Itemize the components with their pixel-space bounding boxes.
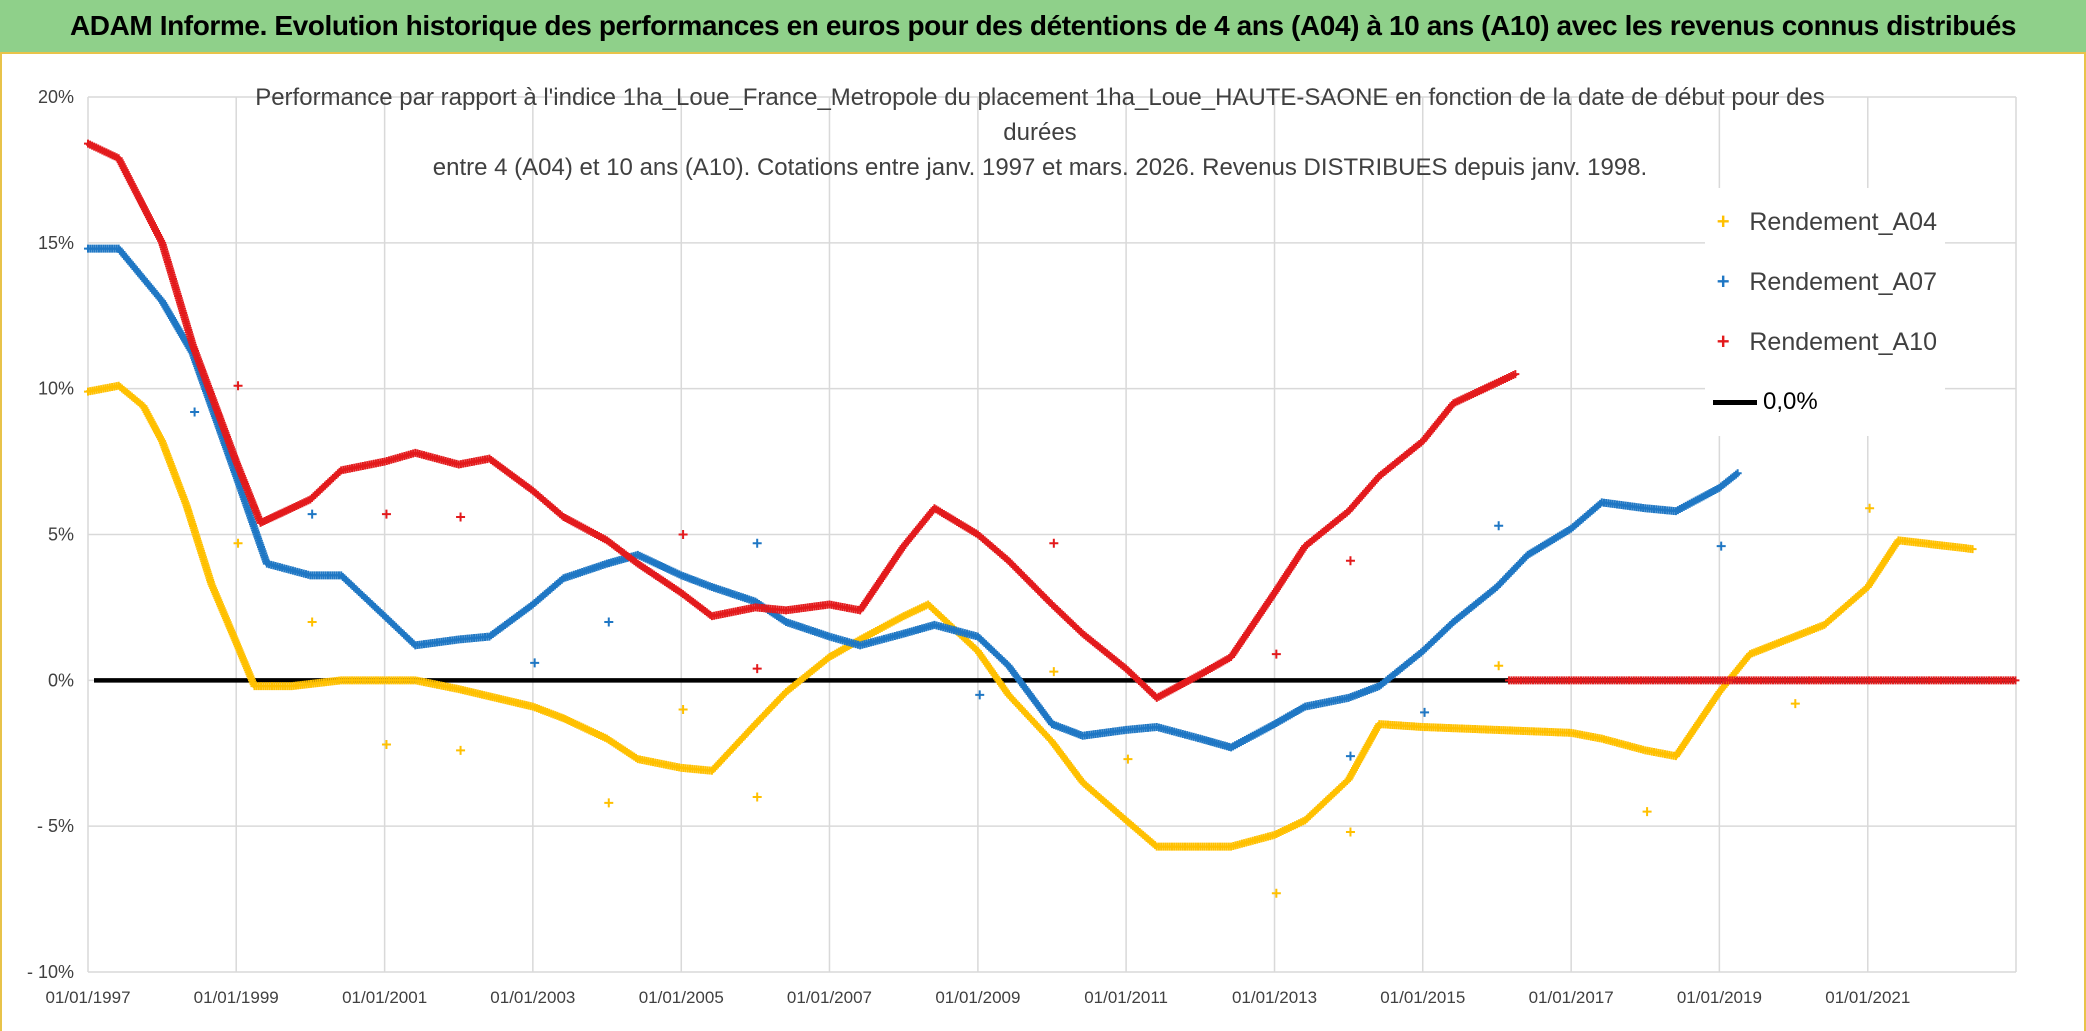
- outlier-point: [678, 530, 688, 539]
- x-tick-label: 01/01/1997: [45, 988, 130, 1007]
- x-tick-label: 01/01/2015: [1380, 988, 1465, 1007]
- legend-item-zero: 0,0%: [1713, 372, 1937, 432]
- x-tick-label: 01/01/2007: [787, 988, 872, 1007]
- x-axis: 01/01/1997 01/01/1999 01/01/2001 01/01/2003…: [45, 988, 1910, 1007]
- outlier-point: [381, 509, 391, 519]
- outlier-point: [307, 509, 317, 519]
- outlier-point: [1345, 751, 1355, 761]
- y-tick-label: 10%: [38, 379, 74, 399]
- outlier-point: [1642, 807, 1652, 817]
- x-tick-label: 01/01/2005: [639, 988, 724, 1007]
- legend-marker-a04: +: [1716, 209, 1730, 234]
- outlier-point: [233, 538, 243, 548]
- data-point: [1731, 470, 1740, 479]
- x-tick-label: 01/01/2009: [935, 988, 1020, 1007]
- chart-title-line-1: Performance par rapport à l'indice 1ha_L…: [255, 84, 1825, 111]
- x-tick-label: 01/01/2019: [1677, 988, 1762, 1007]
- outlier-point: [1345, 556, 1355, 566]
- outlier-point: [1494, 521, 1504, 531]
- legend-label-zero: 0,0%: [1763, 388, 1818, 415]
- x-tick-label: 01/01/2003: [490, 988, 575, 1007]
- chart-title: Performance par rapport à l'indice 1ha_L…: [180, 80, 1900, 185]
- outlier-point: [1716, 541, 1726, 551]
- legend-label-a04: Rendement_A04: [1749, 207, 1937, 236]
- chart-frame: [0, 54, 2086, 1031]
- outlier-point: [1123, 754, 1133, 764]
- outlier-point: [1865, 503, 1875, 513]
- report-banner: ADAM Informe. Evolution historique des p…: [0, 0, 2086, 54]
- y-axis: 20% 15% 10% 5% 0% - 5% - 10%: [27, 87, 74, 982]
- report-title: ADAM Informe. Evolution historique des p…: [69, 10, 2017, 41]
- legend-line-zero: [1713, 399, 1757, 405]
- legend-marker-a10: +: [1716, 329, 1730, 354]
- y-tick-label: - 5%: [37, 816, 74, 836]
- outlier-point: [1049, 667, 1059, 677]
- outlier-point: [530, 658, 540, 668]
- series-Rendement_A10: [84, 139, 2020, 702]
- outlier-point: [1271, 649, 1281, 659]
- data-point: [1733, 469, 1742, 478]
- chart-legend: + Rendement_A04 + Rendement_A07 + Rendem…: [1705, 188, 1945, 436]
- series-Rendement_A04: [84, 381, 1977, 898]
- outlier-point: [381, 740, 391, 749]
- legend-item-a07: + Rendement_A07: [1713, 252, 1937, 312]
- outlier-point: [456, 512, 466, 522]
- outlier-point: [678, 705, 688, 714]
- outlier-point: [1494, 661, 1504, 671]
- data-point: [1511, 370, 1520, 379]
- outlier-point: [233, 381, 243, 391]
- x-tick-label: 01/01/2021: [1825, 988, 1910, 1007]
- outlier-point: [1271, 888, 1281, 898]
- y-tick-label: 20%: [38, 87, 74, 107]
- outlier-point: [752, 664, 762, 674]
- outlier-point: [1790, 699, 1800, 709]
- y-tick-label: 5%: [48, 525, 74, 545]
- x-tick-label: 01/01/2001: [342, 988, 427, 1007]
- outlier-point: [604, 617, 614, 627]
- outlier-point: [604, 798, 614, 808]
- chart-title-line-2: durées: [1003, 119, 1077, 146]
- y-tick-label: - 10%: [27, 962, 74, 982]
- legend-item-a10: + Rendement_A10: [1713, 312, 1937, 372]
- legend-marker-a07: +: [1716, 269, 1730, 294]
- data-point: [1968, 545, 1977, 554]
- y-tick-label: 0%: [48, 670, 74, 690]
- outlier-point: [1420, 707, 1430, 717]
- outlier-point: [1049, 538, 1059, 548]
- outlier-point: [975, 690, 985, 700]
- chart-series: [84, 139, 2020, 898]
- x-tick-label: 01/01/1999: [194, 988, 279, 1007]
- legend-label-a10: Rendement_A10: [1749, 327, 1937, 356]
- y-tick-label: 15%: [38, 233, 74, 253]
- outlier-point: [190, 407, 200, 417]
- outlier-point: [752, 538, 762, 548]
- outlier-point: [456, 745, 466, 755]
- legend-label-a07: Rendement_A07: [1749, 267, 1937, 296]
- series-Rendement_A07: [84, 244, 1742, 761]
- x-tick-label: 01/01/2017: [1529, 988, 1614, 1007]
- data-point: [2011, 676, 2020, 685]
- outlier-point: [307, 617, 317, 627]
- outlier-point: [752, 792, 762, 802]
- legend-item-a04: + Rendement_A04: [1713, 192, 1937, 252]
- x-tick-label: 01/01/2013: [1232, 988, 1317, 1007]
- chart-title-line-3: entre 4 (A04) et 10 ans (A10). Cotations…: [432, 154, 1648, 181]
- outlier-point: [1345, 827, 1355, 837]
- x-tick-label: 01/01/2011: [1084, 988, 1168, 1007]
